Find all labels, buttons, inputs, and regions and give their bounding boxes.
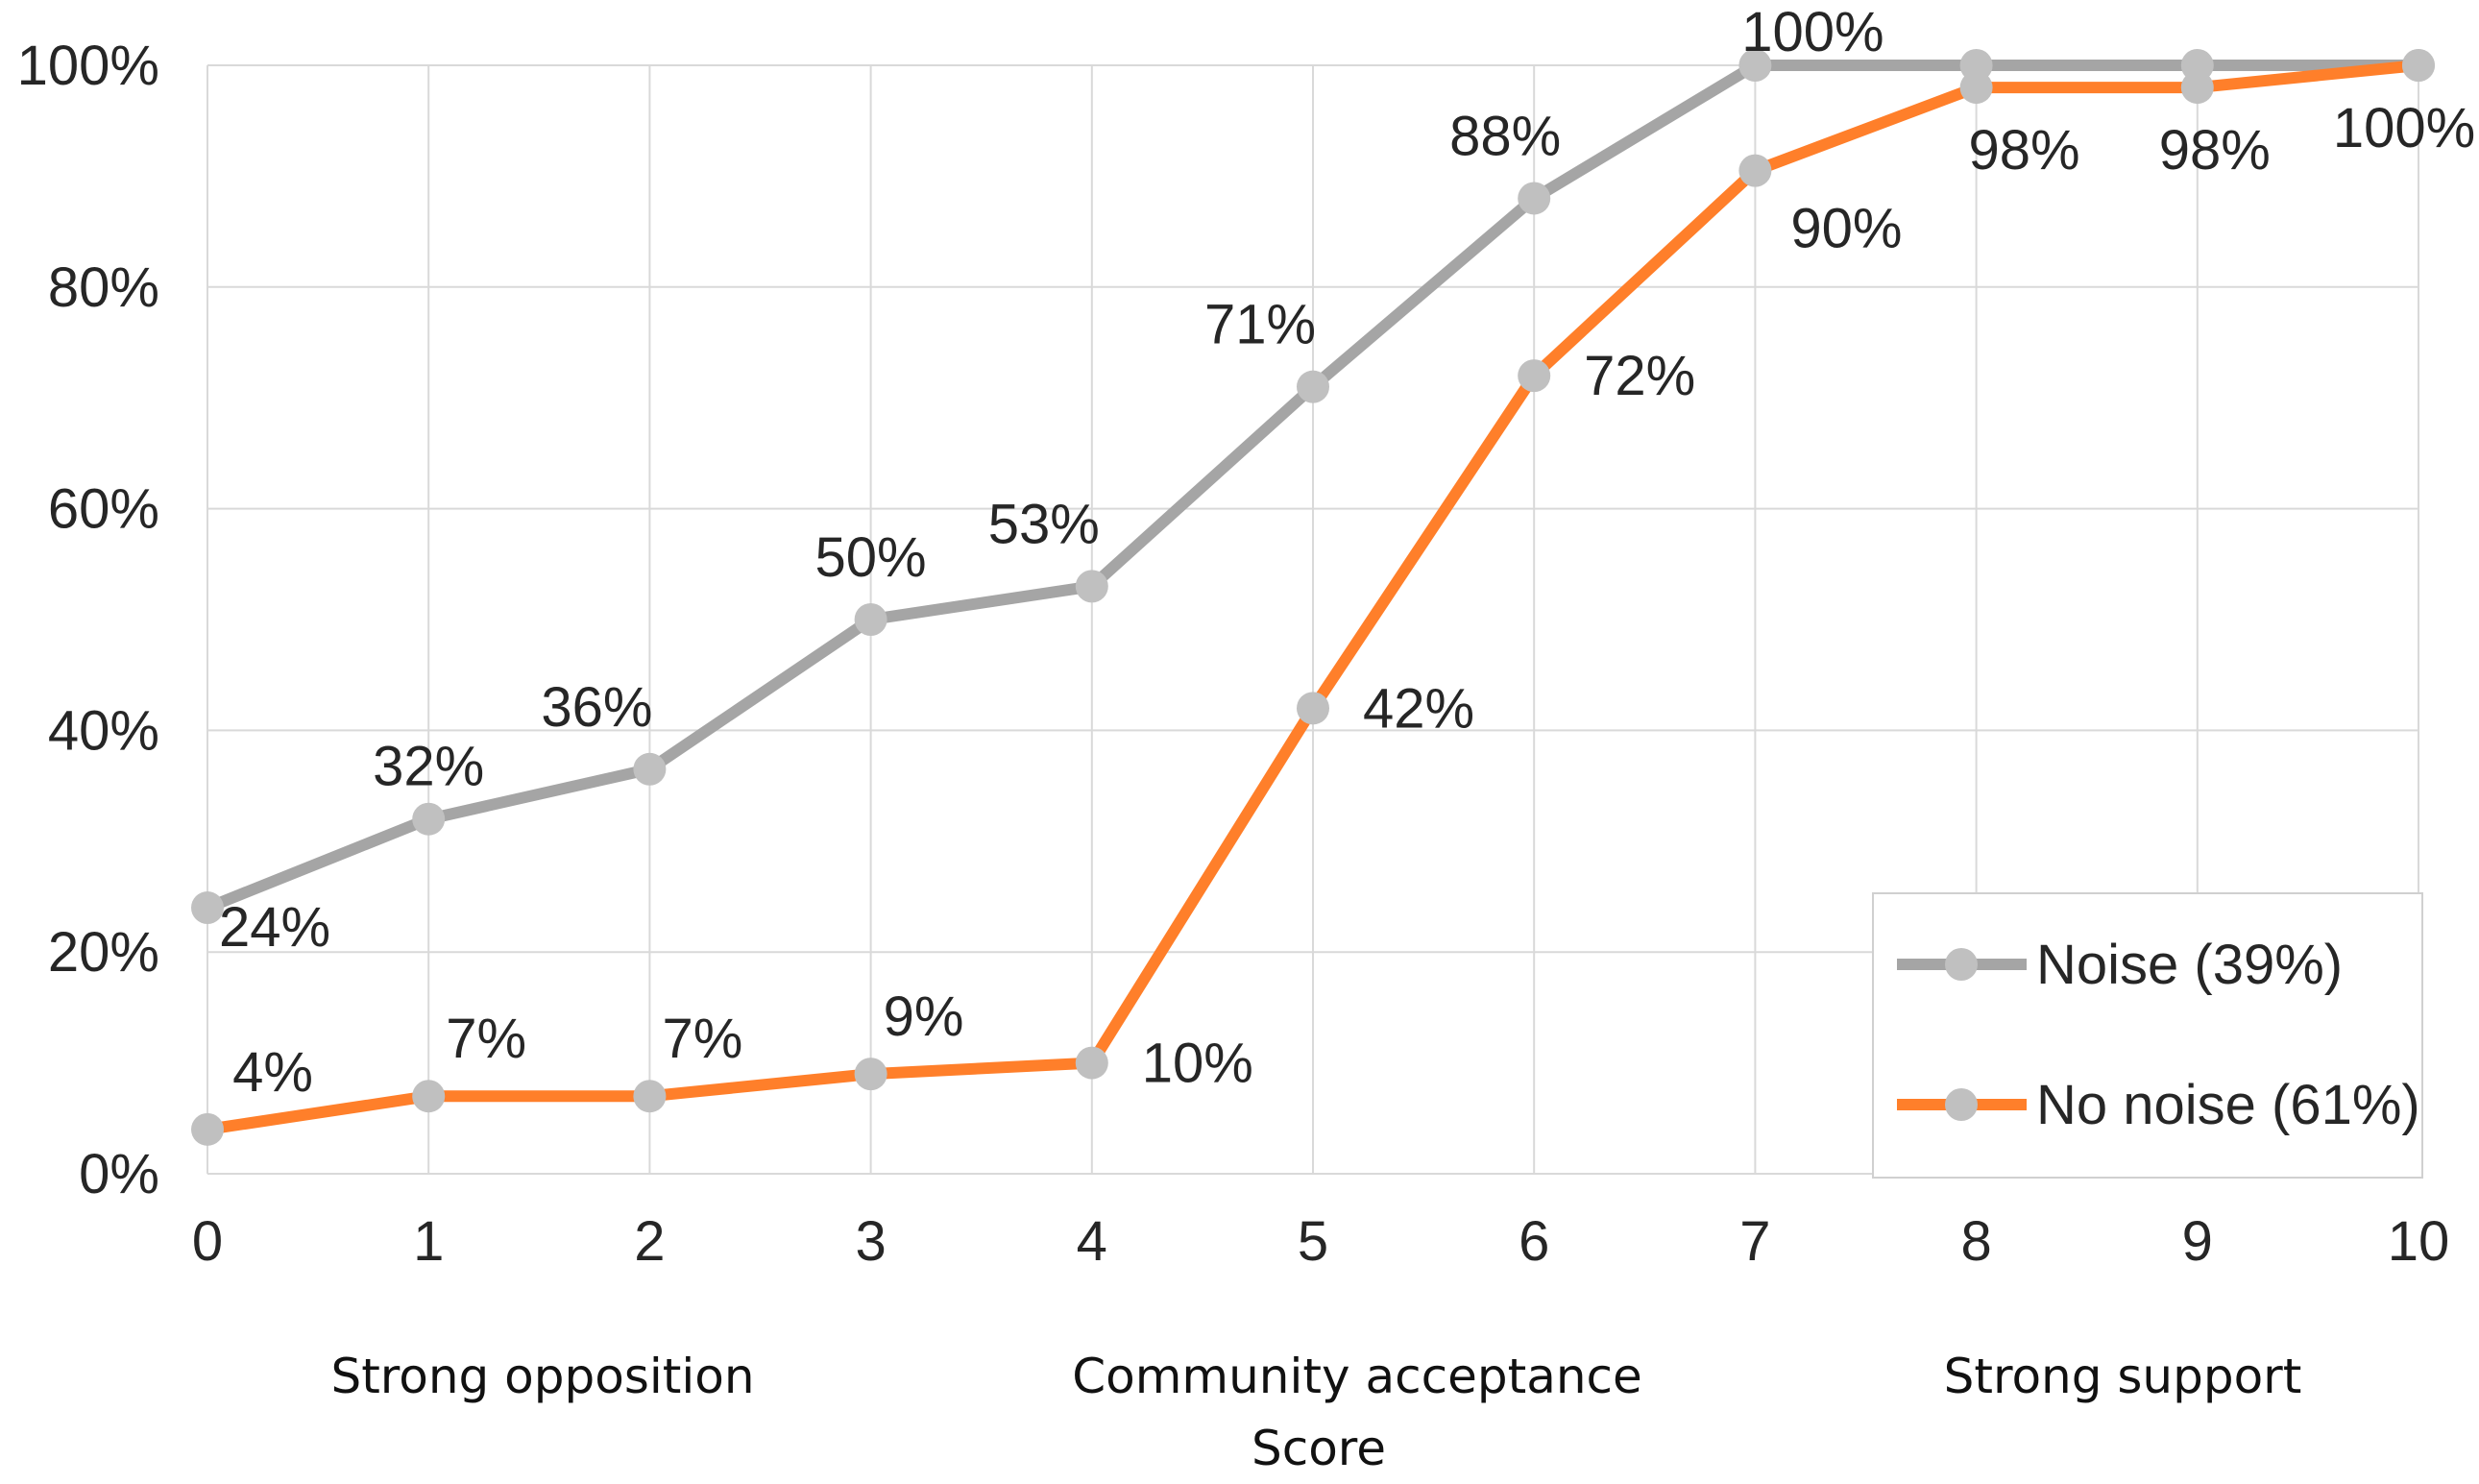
x-tick-label: 0 bbox=[192, 1210, 223, 1273]
legend: Noise (39%) No noise (61%) bbox=[1872, 892, 2423, 1179]
data-label-no-noise: 10% bbox=[1142, 1033, 1253, 1095]
data-label-no-noise: 9% bbox=[884, 985, 964, 1048]
data-point-noise bbox=[1518, 182, 1551, 215]
data-label-no-noise: 7% bbox=[662, 1008, 742, 1070]
data-point-noise bbox=[854, 603, 887, 636]
data-point-no-noise bbox=[2180, 71, 2214, 105]
caption-strong-support: Strong support bbox=[1944, 1349, 2302, 1404]
x-tick-label: 10 bbox=[2388, 1210, 2450, 1273]
x-tick-label: 5 bbox=[1298, 1210, 1328, 1273]
data-point-no-noise bbox=[191, 1112, 224, 1146]
data-point-no-noise bbox=[854, 1058, 887, 1091]
axis-captions: Strong opposition Community acceptance S… bbox=[330, 1349, 2301, 1476]
data-point-noise bbox=[1075, 570, 1108, 603]
x-tick-label: 8 bbox=[1960, 1210, 1991, 1273]
data-label-noise: 50% bbox=[815, 526, 927, 589]
y-tick-label: 80% bbox=[48, 256, 159, 319]
data-point-no-noise bbox=[1297, 692, 1329, 725]
y-tick-label: 60% bbox=[48, 478, 159, 541]
caption-strong-opposition: Strong opposition bbox=[330, 1349, 754, 1404]
data-point-noise bbox=[1297, 370, 1329, 403]
data-point-no-noise bbox=[1075, 1046, 1108, 1080]
legend-marker-no-noise bbox=[1945, 1088, 1978, 1121]
axes: 0 1 2 3 4 5 6 7 8 9 100%20%40%60%80%100% bbox=[17, 35, 2450, 1273]
data-label-noise: 88% bbox=[1449, 105, 1561, 167]
data-label-no-noise: 42% bbox=[1363, 677, 1474, 740]
legend-label-no-noise: No noise (61%) bbox=[2036, 1074, 2420, 1136]
legend-box bbox=[1872, 892, 2423, 1179]
data-point-no-noise bbox=[633, 1080, 667, 1113]
data-point-no-noise bbox=[412, 1080, 446, 1113]
data-point-no-noise bbox=[1738, 154, 1772, 187]
x-tick-label: 6 bbox=[1519, 1210, 1549, 1273]
data-label-no-noise: 4% bbox=[232, 1041, 313, 1104]
y-tick-label: 100% bbox=[17, 35, 159, 97]
data-label-noise: 32% bbox=[373, 736, 484, 798]
data-label-noise: 36% bbox=[541, 676, 652, 739]
y-tick-label: 40% bbox=[48, 699, 159, 762]
series-layer bbox=[191, 49, 2435, 1146]
data-label-noise: 53% bbox=[988, 493, 1100, 555]
data-point-no-noise bbox=[1959, 71, 1993, 105]
data-label-noise: 100% bbox=[1741, 1, 1884, 63]
data-label-no-noise: 98% bbox=[1969, 119, 2080, 182]
data-label-no-noise: 90% bbox=[1790, 198, 1902, 260]
data-label-noise: 71% bbox=[1204, 294, 1316, 356]
data-label-no-noise: 72% bbox=[1584, 345, 1695, 407]
x-tick-label: 7 bbox=[1739, 1210, 1770, 1273]
data-point-noise bbox=[412, 802, 446, 836]
data-point-no-noise bbox=[1518, 359, 1551, 393]
x-tick-label: 4 bbox=[1077, 1210, 1107, 1273]
y-tick-label: 0% bbox=[79, 1143, 159, 1205]
data-label-noise: 24% bbox=[219, 896, 330, 959]
x-tick-label: 3 bbox=[855, 1210, 886, 1273]
caption-community-acceptance: Community acceptance bbox=[1072, 1349, 1642, 1404]
x-tick-label: 9 bbox=[2182, 1210, 2213, 1273]
x-tick-label: 2 bbox=[634, 1210, 665, 1273]
data-point-noise bbox=[633, 752, 667, 786]
data-label-no-noise: 98% bbox=[2159, 119, 2271, 182]
data-point-noise bbox=[1738, 49, 1772, 82]
legend-marker-noise bbox=[1945, 948, 1978, 981]
data-labels: 24% 32% 36% 50% 53% 71% 88% 100% 4% 7% 7% 9% 10% 42% 7… bbox=[219, 1, 2475, 1104]
y-tick-label: 20% bbox=[48, 921, 159, 984]
data-point-noise bbox=[191, 891, 224, 925]
data-point-no-noise bbox=[2402, 49, 2435, 82]
data-label-no-noise: 7% bbox=[446, 1008, 526, 1070]
legend-label-noise: Noise (39%) bbox=[2036, 934, 2343, 996]
x-axis-title: Score bbox=[1252, 1421, 1386, 1476]
x-tick-label: 1 bbox=[413, 1210, 444, 1273]
data-label-no-noise: 100% bbox=[2333, 97, 2475, 159]
